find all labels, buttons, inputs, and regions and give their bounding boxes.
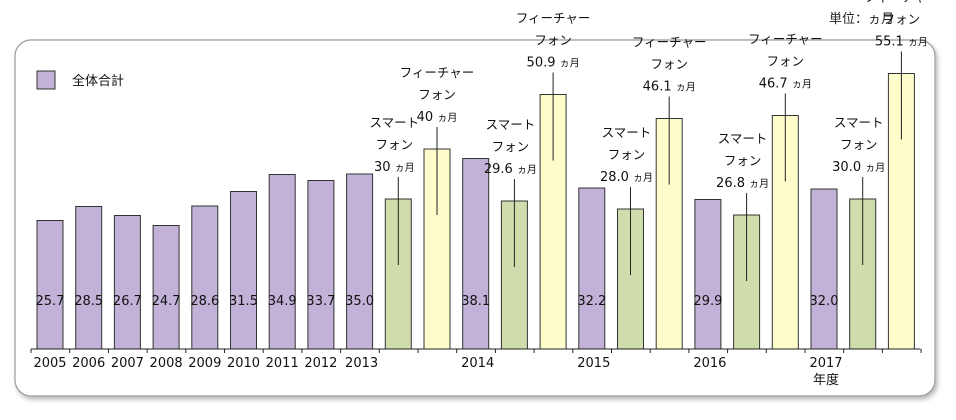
smartphone-callout-value: 28.0 ヵ月 <box>600 170 653 185</box>
bars-layer <box>36 73 915 350</box>
unit-suffix: ヵ月 <box>749 178 769 190</box>
feature-callout-value: 50.9 ヵ月 <box>527 56 580 71</box>
feature-callout-line2: フォン <box>767 54 805 69</box>
legend-label: 全体合計 <box>72 73 124 89</box>
bar-value-label: 31.5 <box>229 294 258 309</box>
tick-label-2005: 2005 <box>33 356 66 371</box>
tick-label-2008: 2008 <box>150 356 183 371</box>
unit-suffix: ヵ月 <box>560 58 580 70</box>
smartphone-callout-value: 26.8 ヵ月 <box>716 176 769 191</box>
feature-callout-line2: フォン <box>418 87 456 102</box>
feature-callout-line2: フォン <box>650 57 688 72</box>
unit-suffix: ヵ月 <box>517 164 537 176</box>
bar-smartphone-2014 <box>500 200 528 350</box>
unit-suffix: ヵ月 <box>395 162 415 174</box>
smartphone-callout-line1: スマート <box>369 115 419 130</box>
bar-total-2014 <box>462 158 490 350</box>
bar-value-label: 29.9 <box>693 294 722 309</box>
bar-value-label: 25.7 <box>36 294 65 309</box>
feature-callout-value: 55.1 ヵ月 <box>875 35 928 50</box>
feature-callout-value: 46.1 ヵ月 <box>643 80 696 95</box>
bar-value-label: 28.6 <box>190 294 219 309</box>
feature-callout-value: 46.7 ヵ月 <box>759 77 812 92</box>
smartphone-callout-line2: フォン <box>840 137 878 152</box>
unit-note: 単位：ヵ月 <box>828 12 894 27</box>
unit-suffix: ヵ月 <box>908 37 928 49</box>
unit-suffix: ヵ月 <box>865 162 885 174</box>
smartphone-callout-value: 30 ヵ月 <box>374 160 415 175</box>
tick-label-2006: 2006 <box>72 356 105 371</box>
legend-swatch <box>36 70 56 90</box>
unit-suffix: ヵ月 <box>676 82 696 94</box>
unit-suffix: ヵ月 <box>437 112 457 124</box>
bar-total-2017 <box>810 188 838 350</box>
bar-total-2006 <box>75 206 103 350</box>
tick-label-2015: 2015 <box>577 356 610 371</box>
smartphone-callout-value: 29.6 ヵ月 <box>484 162 537 177</box>
feature-callout-line1: フィーチャー <box>516 11 591 26</box>
bar-value-label: 28.5 <box>74 294 103 309</box>
bar-value-label: 24.7 <box>152 294 181 309</box>
feature-callout-line2: フォン <box>883 12 921 27</box>
tick-label-2009: 2009 <box>188 356 221 371</box>
feature-callout-line1: フィーチャー <box>400 65 475 80</box>
bar-total-2008 <box>152 225 180 350</box>
smartphone-callout-value: 30.0 ヵ月 <box>832 160 885 175</box>
smartphone-callout-line1: スマート <box>718 131 768 146</box>
bar-value-label: 32.2 <box>577 294 606 309</box>
legend: 全体合計 <box>36 70 124 90</box>
bar-total-2005 <box>36 220 64 350</box>
bar-total-2016 <box>694 199 722 350</box>
tick-label-2016: 2016 <box>693 356 726 371</box>
feature-callout-line2: フォン <box>534 33 572 48</box>
feature-callout-value: 40 ヵ月 <box>417 110 458 125</box>
tick-label-2010: 2010 <box>227 356 260 371</box>
smartphone-callout-line1: スマート <box>486 117 536 132</box>
bar-total-2007 <box>113 215 141 350</box>
bar-value-label: 34.9 <box>268 294 297 309</box>
tick-label-2011: 2011 <box>266 356 299 371</box>
tick-label-2007: 2007 <box>111 356 144 371</box>
bar-value-label: 26.7 <box>113 294 142 309</box>
bar-value-label: 35.0 <box>345 294 374 309</box>
unit-suffix: ヵ月 <box>633 172 653 184</box>
unit-suffix: ヵ月 <box>792 79 812 91</box>
bar-value-label: 33.7 <box>306 294 335 309</box>
bar-value-label: 38.1 <box>461 294 490 309</box>
tick-label-2014: 2014 <box>461 356 494 371</box>
x-axis-title: 年度 <box>813 372 839 388</box>
feature-callout-line1: フィーチャー <box>864 0 939 5</box>
smartphone-callout-line2: フォン <box>608 147 646 162</box>
smartphone-callout-line2: フォン <box>376 137 414 152</box>
bar-total-2009 <box>191 205 219 350</box>
smartphone-callout-line1: スマート <box>834 115 884 130</box>
bar-total-2011 <box>268 174 296 350</box>
labels-layer: 25.7 28.5 26.7 24.7 28.6 31.5 34.9 33.7 35.0 スマート… <box>36 0 939 309</box>
tick-label-2017: 2017 <box>809 356 842 371</box>
bar-total-2012 <box>307 180 335 350</box>
smartphone-callout-line2: フォン <box>492 139 530 154</box>
bar-total-2010 <box>230 191 257 350</box>
feature-callout-line1: フィーチャー <box>632 35 707 50</box>
smartphone-callout-line1: スマート <box>602 125 652 140</box>
x-axis: 2005 2006 2007 2008 2009 2010 2011 2012 2013 2014… <box>30 348 922 388</box>
bar-value-label: 32.0 <box>810 294 839 309</box>
tick-label-2012: 2012 <box>304 356 337 371</box>
tick-label-2013: 2013 <box>345 356 378 371</box>
smartphone-callout-line2: フォン <box>724 153 762 168</box>
bar-total-2015 <box>578 187 606 350</box>
bar-total-2013 <box>346 173 374 350</box>
feature-callout-line1: フィーチャー <box>748 32 823 47</box>
